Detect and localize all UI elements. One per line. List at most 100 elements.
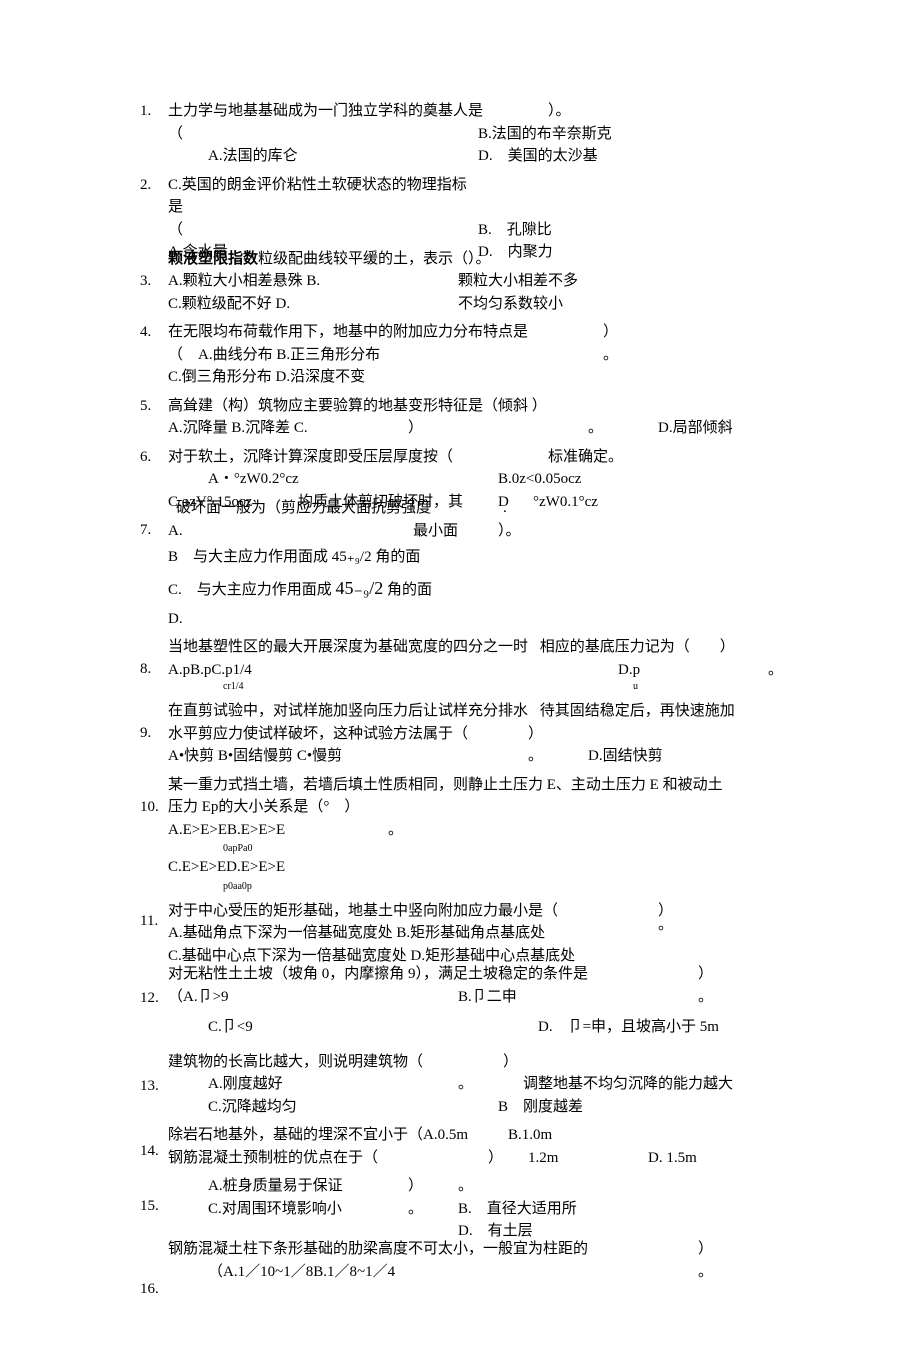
q-row: （ B. 孔隙比	[168, 219, 870, 242]
stem1: 当地基塑性区的最大开展深度为基础宽度的四分之一时	[168, 639, 528, 655]
option-b: B. 孔隙比	[478, 219, 552, 242]
q-stem: 钢筋混凝土柱下条形基础的肋梁高度不可太小，一般宜为柱距的 ）	[168, 1238, 870, 1261]
question-11: 11. 对于中心受压的矩形基础，地基土中竖向附加应力最小是（ ） 。 A.基础角…	[140, 900, 870, 968]
q-stem: 除岩石地基外，基础的埋深不宜小于（A.0.5m B.1.0m	[168, 1124, 870, 1147]
q-row: （A.1／10~1／8B.1／8~1／4 。	[168, 1261, 870, 1284]
question-8: 8. 当地基塑性区的最大开展深度为基础宽度的四分之一时 相应的基底压力记为（ ）…	[140, 636, 870, 694]
q-stem: 当地基塑性区的最大开展深度为基础宽度的四分之一时 相应的基底压力记为（ ）	[168, 636, 870, 659]
q-content: 除岩石地基外，基础的埋深不宜小于（A.0.5m B.1.0m 钢筋混凝土预制桩的…	[168, 1124, 870, 1169]
option-c-line: C. 与大主应力作用面成 45₋₉/2 角的面	[168, 575, 870, 602]
dot: 。	[458, 1073, 473, 1096]
q-row: A.桩身质量易于保证 ） 。	[168, 1175, 870, 1198]
q-row: A. 最小面 ）。	[168, 520, 870, 543]
q-number: 16.	[140, 1278, 168, 1301]
sub2: p0aa0p	[168, 879, 870, 894]
option-abc: A.沉降量 B.沉降差 C.	[168, 420, 308, 436]
option-abc: A•快剪 B•固结慢剪 C•慢剪	[168, 748, 342, 764]
q-sub: cr1/4 u	[168, 679, 870, 694]
option-c: C.卩<9	[168, 1019, 253, 1035]
q-stem: 破坏面一般为（剪应力最大面抗剪强度 .	[168, 497, 870, 520]
dot: 。	[458, 1175, 473, 1198]
option-d: D.局部倾斜	[658, 417, 733, 440]
stem-text: 在无限均布荷载作用下，地基中的附加应力分布特点是	[168, 324, 528, 340]
dot: 。	[588, 417, 603, 440]
option-c: C. 与大主应力作用面成	[168, 582, 332, 598]
option-b: B.1.0m	[508, 1124, 552, 1147]
q-row: A・°zW0.2°cz B.0z<0.05ocz	[168, 468, 870, 491]
stem1: 建筑物的长高比越大，则说明建筑物（	[168, 1054, 423, 1070]
q-number: 15.	[140, 1195, 168, 1220]
option-b: B.法国的布辛奈斯克	[478, 123, 612, 146]
q-number: 3.	[140, 270, 168, 316]
q-content: 当地基塑性区的最大开展深度为基础宽度的四分之一时 相应的基底压力记为（ ） A.…	[168, 636, 870, 694]
stem-dot: .	[503, 497, 507, 520]
paren: ）	[503, 1051, 518, 1074]
sub-u: u	[633, 679, 638, 694]
q-number: 1.	[140, 100, 168, 168]
stem-paren: （	[168, 123, 478, 146]
option-d: D. 1.5m	[648, 1147, 697, 1170]
stem1: 对于中心受压的矩形基础，地基土中竖向附加应力最小是（	[168, 903, 558, 919]
q-row: C.倒三角形分布 D.沿深度不变	[168, 366, 870, 389]
stem1: 在直剪试验中，对试样施加竖向压力后让试样充分排水	[168, 703, 528, 719]
q-number: 7.	[140, 519, 168, 630]
q-number: 10.	[140, 796, 168, 894]
dot: 。	[388, 819, 403, 842]
stem-pre: 破坏面一般为（剪应力最大面抗剪强度	[168, 500, 431, 516]
dot2: 。	[408, 1198, 423, 1221]
option-cd: C.倒三角形分布 D.沿深度不变	[168, 369, 365, 385]
question-7: 7. 破坏面一般为（剪应力最大面抗剪强度 . A. 最小面 ）。 B 与大主应力…	[140, 519, 870, 630]
q-number: 11.	[140, 910, 168, 968]
option-c-exp: 45₋₉/2	[336, 578, 384, 598]
option-a-text: 最小面	[413, 520, 458, 543]
option-b: B. 直径大适用所	[458, 1198, 577, 1221]
dot: 。	[698, 1261, 713, 1284]
option-d: D. 卩=申，且坡高小于 5m	[538, 1016, 719, 1039]
q-content: 某一重力式挡土墙，若墙后填土性质相同，则静止土压力 E、主动土压力 E 和被动土…	[168, 774, 870, 894]
q-stem: 某一重力式挡土墙，若墙后填土性质相同，则静止土压力 E、主动土压力 E 和被动土	[168, 774, 870, 797]
option-b: B.0z<0.05ocz	[498, 468, 581, 491]
option-d: D.p	[618, 659, 640, 682]
q-row: （A.卩>9 B.卩二申 。	[168, 986, 870, 1009]
option-b: B 刚度越差	[498, 1096, 583, 1119]
option-ab: （A.1／10~1／8B.1／8~1／4	[168, 1264, 395, 1280]
stem-text: 对于软土，沉降计算深度即受压层厚度按（	[168, 449, 453, 465]
q-stem: 建筑物的长高比越大，则说明建筑物（ ）	[168, 1051, 870, 1074]
q-content: 对无粘性土土坡（坡角 0，内摩擦角 9），满足土坡稳定的条件是 ） （A.卩>9…	[168, 973, 870, 1039]
q-content: A.桩身质量易于保证 ） 。 C.对周围环境影响小 。 B. 直径大适用所 D.…	[168, 1175, 870, 1220]
stem2: 标准确定。	[548, 446, 623, 469]
option-d: D.固结快剪	[588, 745, 663, 768]
option-a: A・°zW0.2°cz	[168, 468, 498, 491]
question-10: 10. 某一重力式挡土墙，若墙后填土性质相同，则静止土压力 E、主动土压力 E …	[140, 774, 870, 894]
sub-text: cr1/4	[223, 681, 244, 692]
q-stem: 在直剪试验中，对试样施加竖向压力后让试样充分排水 待其固结稳定后，再快速施加	[168, 700, 870, 723]
option-b-text: 调整地基不均匀沉降的能力越大	[523, 1073, 733, 1096]
q-content: 建筑物的长高比越大，则说明建筑物（ ） A.刚度越好 。 调整地基不均匀沉降的能…	[168, 1045, 870, 1119]
option-a: A.颗粒大小相差悬殊 B.	[168, 270, 458, 293]
stem3: 水平剪应力使试样破坏，这种试验方法属于（	[168, 726, 468, 742]
dot: 。	[603, 344, 618, 367]
question-9: 9. 在直剪试验中，对试样施加竖向压力后让试样充分排水 待其固结稳定后，再快速施…	[140, 700, 870, 768]
paren: ）	[603, 321, 618, 344]
q-row: A.沉降量 B.沉降差 C. ） 。 D.局部倾斜	[168, 417, 870, 440]
question-4: 4. 在无限均布荷载作用下，地基中的附加应力分布特点是 ） （ A.曲线分布 B…	[140, 321, 870, 389]
option-d: D.	[168, 608, 870, 631]
q-row: （ B.法国的布辛奈斯克	[168, 123, 870, 146]
q-stem2: 压力 Ep的大小关系是（° ）	[168, 796, 870, 819]
dot: 。	[528, 745, 543, 768]
q-content: 高耸建（构）筑物应主要验算的地基变形特征是（倾斜 ） A.沉降量 B.沉降差 C…	[168, 395, 870, 440]
option-c: C.颗粒级配不好 D.	[168, 293, 458, 316]
q-number: 8.	[140, 658, 168, 694]
q-number: 5.	[140, 395, 168, 440]
stem-text: 粒级配曲线较平缓的土，表示（）。	[258, 251, 491, 267]
option-ab: （ A.曲线分布 B.正三角形分布	[168, 347, 380, 363]
q-number: 13.	[140, 1075, 168, 1119]
question-15: 15. A.桩身质量易于保证 ） 。 C.对周围环境影响小 。 B. 直径大适用…	[140, 1175, 870, 1220]
q-content: 破坏面一般为（剪应力最大面抗剪强度 . A. 最小面 ）。 B 与大主应力作用面…	[168, 519, 870, 630]
q-content: 对于中心受压的矩形基础，地基土中竖向附加应力最小是（ ） 。 A.基础角点下深为…	[168, 900, 870, 968]
dot: 。	[768, 659, 783, 682]
q-number: 2.	[140, 174, 168, 264]
q-row: C.沉降越均匀 B 刚度越差	[168, 1096, 870, 1119]
question-5: 5. 高耸建（构）筑物应主要验算的地基变形特征是（倾斜 ） A.沉降量 B.沉降…	[140, 395, 870, 440]
stem2: 待其固结稳定后，再快速施加	[540, 703, 735, 719]
